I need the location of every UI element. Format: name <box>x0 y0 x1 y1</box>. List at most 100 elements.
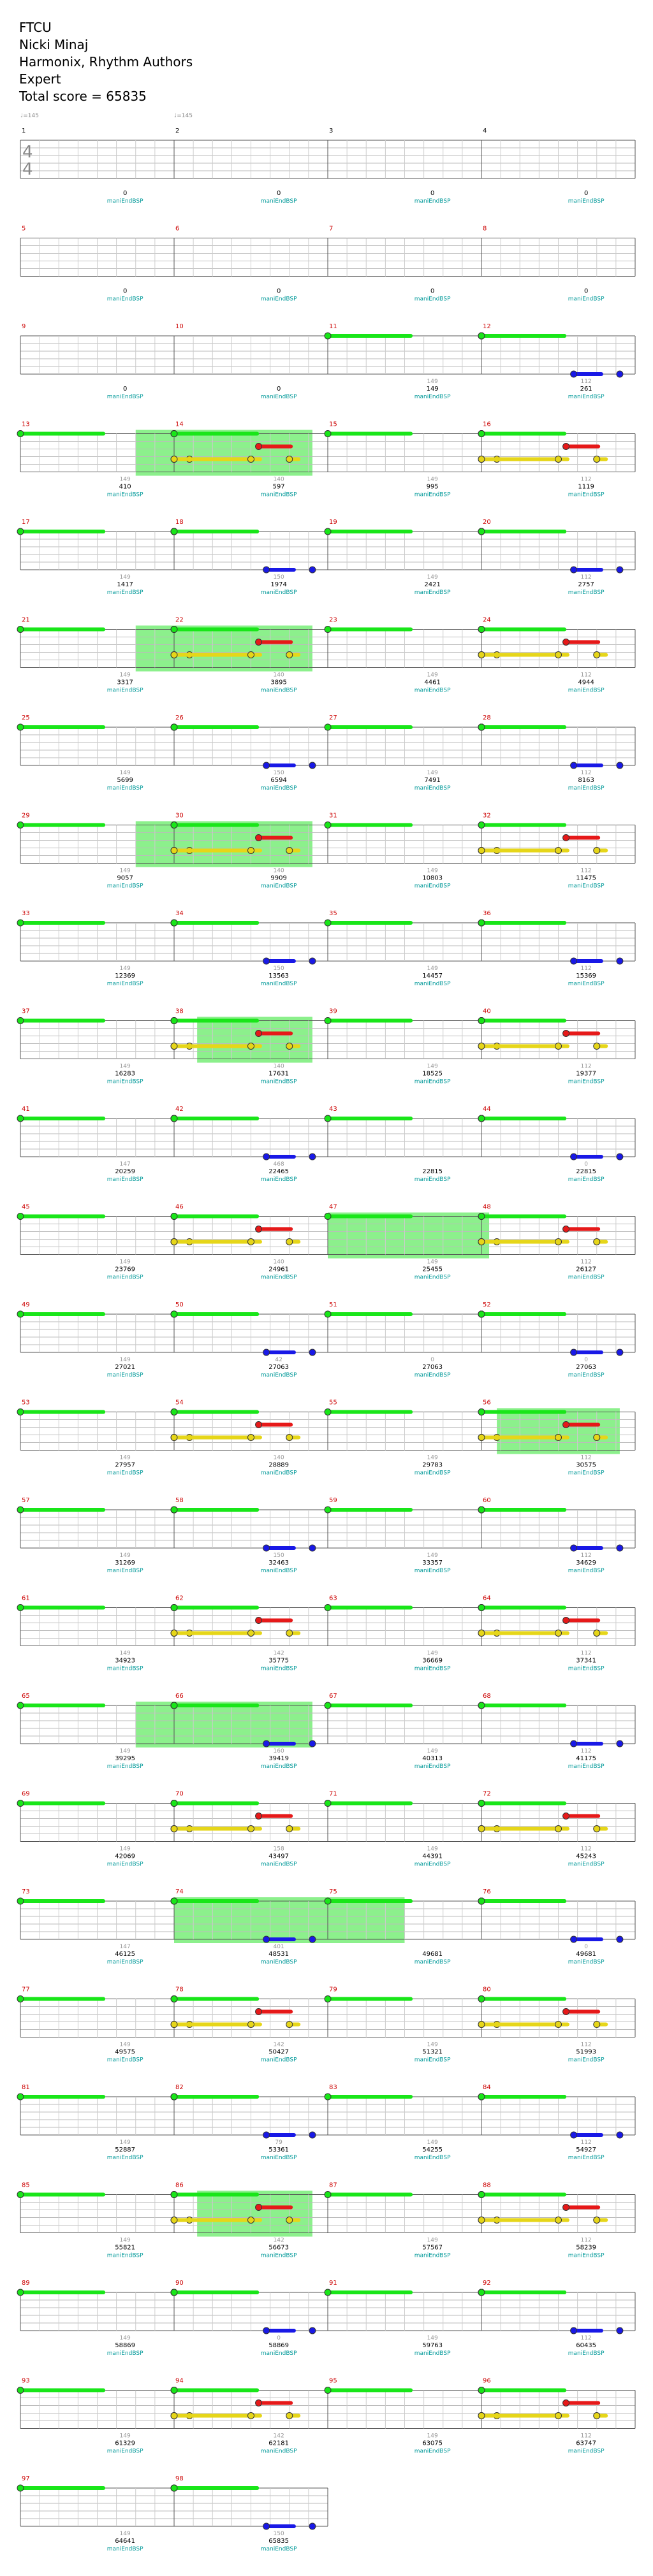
staff-row <box>17 1995 636 2037</box>
measure-extra: 112 <box>581 672 592 679</box>
note-gem <box>286 2021 293 2028</box>
note-gem <box>562 443 570 450</box>
measure-label: maniEndBSP <box>261 492 297 498</box>
note-gem <box>593 1825 601 1832</box>
measure-label: maniEndBSP <box>107 981 143 987</box>
note-gem <box>593 1630 601 1637</box>
measure-label: maniEndBSP <box>107 2253 143 2259</box>
measure-score: 3895 <box>270 679 286 686</box>
note-gem <box>570 1544 578 1552</box>
measure-number: 46 <box>175 1204 184 1211</box>
measure-score: 18525 <box>422 1071 443 1078</box>
measure-number: 53 <box>22 1400 30 1407</box>
measure-score: 32463 <box>268 1559 289 1567</box>
measure-score: 4944 <box>578 679 594 686</box>
measure-label: maniEndBSP <box>415 394 451 400</box>
note-gem <box>247 1238 254 1245</box>
note-gem <box>324 1506 332 1514</box>
measure-number: 70 <box>175 1791 184 1798</box>
note-gem <box>247 847 254 854</box>
measure-label: maniEndBSP <box>107 1959 143 1965</box>
note-gem <box>17 1310 24 1318</box>
measure-number: 16 <box>483 421 491 428</box>
note-gem <box>170 1897 178 1905</box>
note-gem <box>170 847 178 854</box>
note-gem <box>170 1630 178 1637</box>
note-gem <box>570 1349 578 1356</box>
overdrive-zone <box>197 1017 312 1063</box>
measure-extra: 142 <box>274 2238 284 2244</box>
measure-score: 1417 <box>117 581 133 588</box>
note-gem <box>562 1030 570 1037</box>
measure-score: 19377 <box>576 1071 596 1078</box>
measure-score: 4461 <box>424 679 440 686</box>
note-gem <box>616 1740 624 1747</box>
measure-label: maniEndBSP <box>568 1275 605 1281</box>
measure-number: 50 <box>175 1301 184 1308</box>
note-gem <box>478 2191 485 2198</box>
measure-score: 33357 <box>422 1559 443 1567</box>
measure-score: 51321 <box>422 2049 443 2056</box>
measure-score: 1119 <box>578 484 594 491</box>
measure-label: maniEndBSP <box>107 1079 143 1085</box>
measure-score: 58869 <box>268 2342 289 2349</box>
note-gem <box>324 626 332 633</box>
note-gem <box>324 2093 332 2101</box>
measure-score: 13563 <box>268 973 289 980</box>
measure-number: 96 <box>483 2378 491 2385</box>
measure-extra: 140 <box>274 1455 284 1461</box>
note-gem <box>324 919 332 927</box>
staff-row <box>20 140 636 179</box>
measure-score: 12369 <box>115 973 135 980</box>
measure-extra: 149 <box>120 1651 131 1657</box>
staff-row <box>17 2387 636 2429</box>
measure-score: 49681 <box>422 1951 443 1958</box>
measure-number: 13 <box>22 421 30 428</box>
note-gem <box>478 847 485 854</box>
measure-extra: 468 <box>274 1161 284 1168</box>
measure-score: 149 <box>427 386 439 393</box>
note-gem <box>170 1408 178 1415</box>
note-gem <box>170 651 178 658</box>
note-gem <box>170 1800 178 1807</box>
measure-number: 71 <box>329 1791 337 1798</box>
note-gem <box>616 566 624 574</box>
measure-score: 0 <box>430 288 434 295</box>
measure-label: maniEndBSP <box>415 2350 451 2357</box>
note-gem <box>17 1897 24 1905</box>
note-gem <box>555 651 562 658</box>
note-gem <box>286 1043 293 1050</box>
measure-score: 15369 <box>576 973 596 980</box>
measure-label: maniEndBSP <box>415 2449 451 2455</box>
measure-score: 9057 <box>117 875 133 882</box>
note-gem <box>263 1153 270 1161</box>
note-gem <box>286 847 293 854</box>
measure-score: 9909 <box>270 875 286 882</box>
measure-label: maniEndBSP <box>261 981 297 987</box>
measure-score: 58869 <box>115 2342 135 2349</box>
note-gem <box>555 456 562 463</box>
measure-label: maniEndBSP <box>415 1568 451 1574</box>
measure-score: 22465 <box>268 1168 289 1175</box>
note-gem <box>478 2289 485 2296</box>
note-gem <box>562 1226 570 1233</box>
note-gem <box>247 1825 254 1832</box>
note-gem <box>562 1617 570 1624</box>
measure-number: 37 <box>22 1008 30 1015</box>
measure-number: 11 <box>329 323 337 330</box>
measure-number: 89 <box>22 2280 30 2287</box>
note-gem <box>324 821 332 829</box>
measure-label: maniEndBSP <box>261 1372 297 1378</box>
note-gem <box>570 1936 578 1943</box>
note-gem <box>286 1630 293 1637</box>
measure-extra: 0 <box>584 1161 588 1168</box>
measure-number: 87 <box>329 2182 337 2189</box>
measure-extra: 112 <box>581 770 592 776</box>
measure-score: 14457 <box>422 973 443 980</box>
measure-extra: 149 <box>120 2433 131 2440</box>
measure-label: maniEndBSP <box>107 198 143 205</box>
measure-extra: 149 <box>120 2042 131 2048</box>
measure-extra: 149 <box>427 672 438 679</box>
measure-score: 44391 <box>422 1853 443 1860</box>
note-gem <box>309 1740 316 1747</box>
